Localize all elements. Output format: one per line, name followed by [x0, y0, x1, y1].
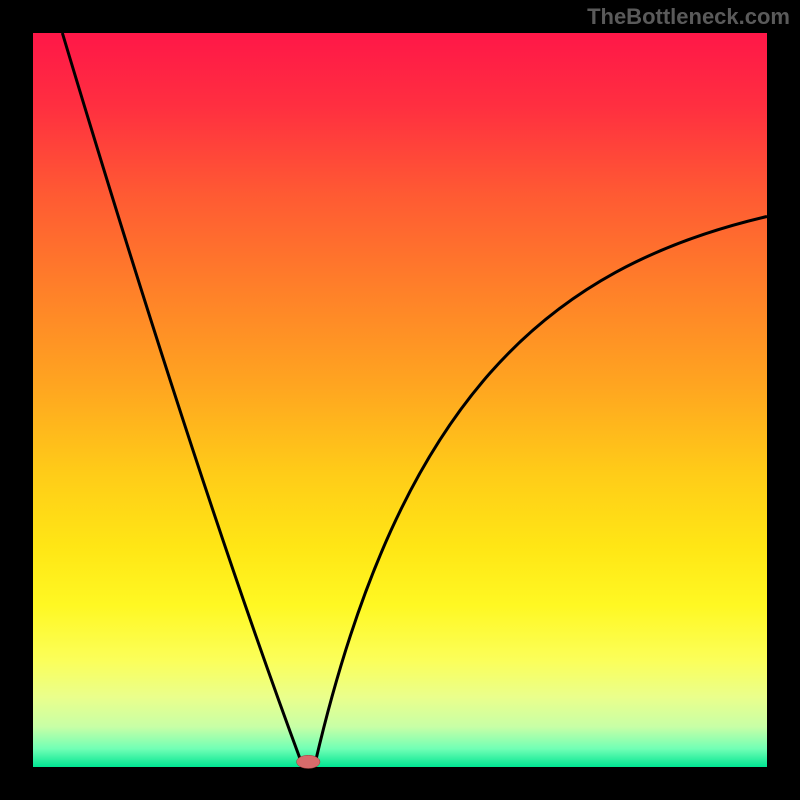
- attribution-label: TheBottleneck.com: [587, 4, 790, 30]
- chart-container: TheBottleneck.com: [0, 0, 800, 800]
- bottleneck-chart: [0, 0, 800, 800]
- plot-background: [33, 33, 767, 767]
- minimum-marker: [297, 755, 320, 768]
